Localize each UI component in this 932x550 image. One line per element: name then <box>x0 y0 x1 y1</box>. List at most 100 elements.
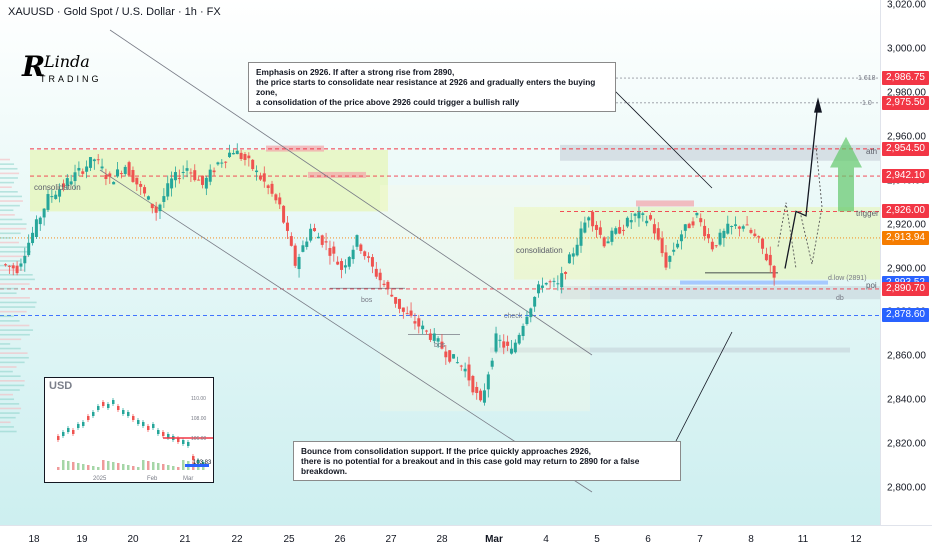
candle <box>521 323 525 341</box>
candle-body <box>131 170 135 182</box>
candle <box>737 225 741 237</box>
volume-profile-bar <box>0 218 23 221</box>
candle-body <box>173 172 177 181</box>
db-zone <box>560 286 880 300</box>
candle <box>282 205 286 224</box>
poi-zone <box>680 280 828 285</box>
candle <box>768 246 772 274</box>
candle <box>123 164 127 177</box>
candle <box>482 383 486 406</box>
candle <box>297 253 301 278</box>
candle <box>65 174 69 190</box>
candle-body <box>679 234 683 242</box>
volume-profile-bar <box>0 315 14 318</box>
candle-body <box>734 224 738 226</box>
candle <box>432 328 436 344</box>
brand-logo: R Linda TRADING <box>22 50 102 90</box>
candle <box>15 261 19 276</box>
price-badge: 2,913.94 <box>882 230 929 245</box>
chart-area[interactable]: XAUUSD · Gold Spot / U.S. Dollar · 1h · … <box>0 0 880 525</box>
candle <box>509 340 513 355</box>
candle-body <box>243 154 247 160</box>
candle <box>699 213 703 227</box>
inset-candle-body <box>192 456 195 460</box>
candle <box>61 179 65 192</box>
candle-body <box>382 283 386 286</box>
volume-profile-bar <box>0 347 21 350</box>
candle <box>301 240 305 253</box>
inset-candle-body <box>72 430 75 434</box>
candle-body <box>448 350 452 362</box>
candle <box>285 216 289 240</box>
price-tick-label: 2,820.00 <box>887 438 926 450</box>
inset-candle-body <box>152 424 155 428</box>
callout-pointer <box>675 331 733 442</box>
inset-candle-body <box>182 440 185 444</box>
volume-profile-bar <box>0 306 36 308</box>
candle-body <box>641 213 645 215</box>
candle-body <box>652 224 656 234</box>
inset-volume-bar <box>177 467 180 470</box>
candle <box>255 165 259 181</box>
inset-volume-bar <box>167 465 170 470</box>
candle <box>351 245 355 264</box>
inset-x-label: Mar <box>183 476 193 482</box>
volume-profile-bar <box>0 361 25 364</box>
candle-body <box>710 241 714 250</box>
time-tick-label: 22 <box>231 534 243 545</box>
candle-body <box>490 360 494 367</box>
candle <box>50 189 54 203</box>
candle-body <box>347 257 351 267</box>
price-tick-label: 2,920.00 <box>887 219 926 231</box>
inset-plot: 103.83 2025 Feb Mar 110.00 108.00 106.00 <box>57 396 215 482</box>
candle-body <box>594 224 598 230</box>
note-top-line: a consolidation of the price above 2926 … <box>256 97 520 107</box>
candle-body <box>506 341 510 346</box>
candle-body <box>397 298 401 309</box>
candle <box>629 213 633 229</box>
price-chart[interactable] <box>0 0 880 525</box>
candle-body <box>367 256 371 258</box>
inset-candle-body <box>57 436 60 440</box>
candle <box>749 227 753 235</box>
inset-candle <box>92 410 95 470</box>
time-axis[interactable]: 18 19 20 21 22 25 26 27 28 Mar 4 5 6 7 8 11 12 <box>0 525 932 550</box>
candle-body <box>374 268 378 277</box>
candle <box>77 161 81 177</box>
volume-profile-bar <box>0 177 18 179</box>
candle <box>734 216 738 229</box>
candle <box>714 245 718 248</box>
candle-body <box>297 256 301 270</box>
candle-body <box>471 376 475 393</box>
candle <box>316 232 320 239</box>
candle-body <box>753 233 757 237</box>
candle <box>96 154 100 165</box>
candle <box>355 234 359 250</box>
candle <box>494 326 498 354</box>
candle <box>394 297 398 308</box>
price-axis[interactable]: 3,020.003,000.002,980.002,960.002,940.00… <box>880 0 932 525</box>
candle-body <box>200 175 204 185</box>
candle <box>328 240 332 265</box>
candle <box>332 241 336 262</box>
inset-volume-bar <box>72 462 75 470</box>
inset-candle <box>172 434 175 470</box>
volume-profile-bar <box>0 333 30 336</box>
inset-candle <box>132 414 135 470</box>
candle-body <box>96 159 100 161</box>
candle-body <box>7 265 11 267</box>
volume-profile-bar <box>0 416 16 419</box>
candle <box>401 307 405 319</box>
candle <box>185 160 189 178</box>
candle <box>579 221 583 253</box>
candle <box>471 374 475 396</box>
time-tick-label: 26 <box>334 534 346 545</box>
candle <box>664 245 668 271</box>
db-label: db <box>836 295 844 302</box>
candle-body <box>463 368 467 372</box>
candle-body <box>509 348 513 354</box>
inset-candle-body <box>107 404 110 408</box>
candle <box>695 212 699 219</box>
candle <box>150 203 154 214</box>
volume-profile-bar <box>0 204 20 207</box>
